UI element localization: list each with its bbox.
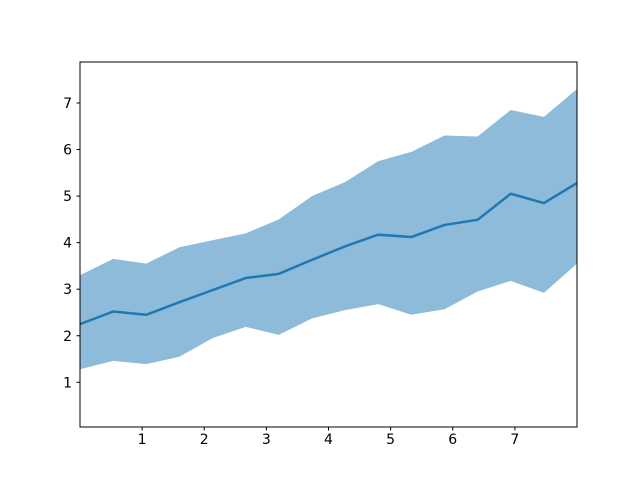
mean-line-layer	[79, 181, 578, 326]
y-tick-label: 6	[63, 143, 72, 159]
mean-line	[79, 181, 578, 326]
y-tick-label: 1	[63, 375, 72, 391]
y-tick-label: 5	[63, 189, 72, 205]
y-tick-label: 4	[63, 236, 72, 252]
y-tick-label: 7	[63, 96, 72, 112]
x-tick-label: 5	[386, 432, 395, 448]
y-tick-label: 3	[63, 282, 72, 298]
x-tick-label: 1	[138, 432, 147, 448]
axes-layer: 1 2 3 4 5 6 7 1 2 3 4 5 6 7	[63, 61, 578, 448]
x-tick-label: 4	[324, 432, 333, 448]
x-tick-label: 2	[200, 432, 209, 448]
y-tick-label: 2	[63, 329, 72, 345]
x-tick-label: 6	[448, 432, 457, 448]
confidence-band	[80, 89, 577, 370]
x-tick-label: 7	[510, 432, 519, 448]
x-tick-label: 3	[262, 432, 271, 448]
confidence-band-layer	[80, 89, 577, 370]
